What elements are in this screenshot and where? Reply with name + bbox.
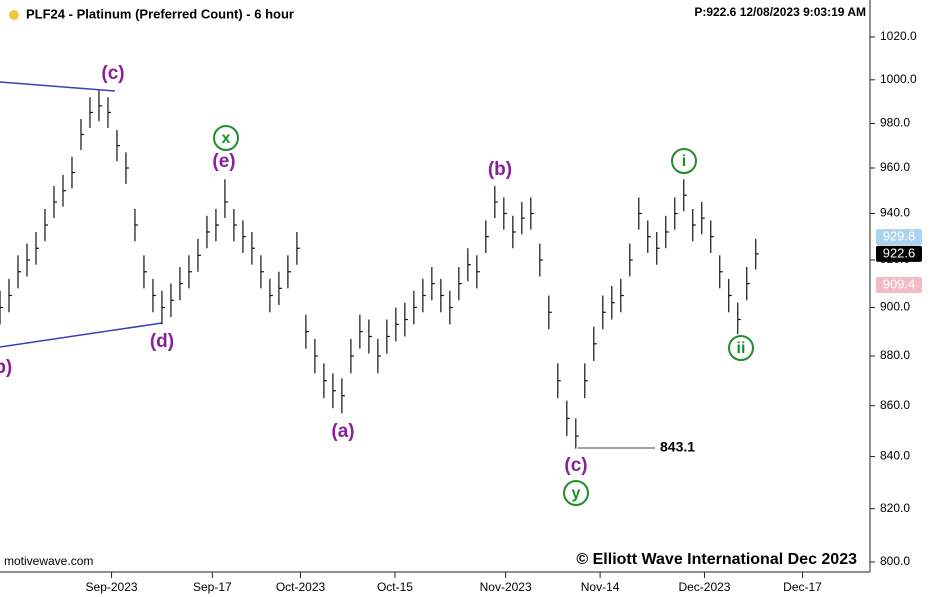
price-tag [876,245,922,262]
y-tick-label: 960.0 [880,160,910,174]
x-tick-label: Nov-14 [581,580,620,594]
wave-label: (c) [101,63,124,84]
x-tick-label: Nov-2023 [480,580,532,594]
price-tag [876,229,922,246]
wave-label: (c) [564,455,587,476]
copyright: © Elliott Wave International Dec 2023 [576,551,857,568]
x-tick-label: Dec-17 [783,580,822,594]
wave-label: (b) [0,357,12,378]
trend-line [0,322,163,348]
price-tag-label: 929.8 [883,229,916,244]
source: motivewave.com [4,554,93,568]
y-tick-label: 860.0 [880,398,910,412]
y-tick-label: 900.0 [880,300,910,314]
wave-circle [671,148,697,174]
wave-labels: (c) x (e) (b) i (d) (a) (c) y ii (b) [0,63,754,506]
wave-label: x [222,130,231,147]
price-tag [876,277,922,294]
wave-label: (a) [331,421,354,442]
wave-label: y [572,485,581,502]
y-tick-label: 1000.0 [880,72,917,86]
x-tick-label: Dec-2023 [678,580,730,594]
wave-label: i [682,153,686,170]
x-tick-label: Sep-17 [193,580,232,594]
y-tick-label: 820.0 [880,501,910,515]
x-tick-label: Oct-2023 [276,580,326,594]
y-tick-label: 980.0 [880,116,910,130]
chart-title: PLF24 - Platinum (Preferred Count) - 6 h… [26,6,294,21]
wave-circle [213,125,239,151]
wave-circle [728,335,754,361]
y-tick-label: 880.0 [880,348,910,362]
trend-line [0,81,116,92]
wave-label: ii [737,340,746,357]
x-tick-label: Oct-15 [377,580,413,594]
y-tick-label: 800.0 [880,554,910,568]
status-dot [9,10,19,20]
wave-label: (e) [212,151,235,172]
low-label: 843.1 [660,439,695,455]
wave-circle [563,480,589,506]
y-tick-label: 1020.0 [880,29,917,43]
price-tag-label: 909.4 [883,276,916,291]
y-tick-label: 840.0 [880,449,910,463]
status-text: P:922.6 12/08/2023 9:03:19 AM [694,5,866,19]
price-tag-label: 922.6 [883,245,916,260]
wave-label: (b) [488,159,512,180]
y-tick-label: 940.0 [880,206,910,220]
wave-label: (d) [150,331,174,352]
x-tick-label: Sep-2023 [86,580,138,594]
